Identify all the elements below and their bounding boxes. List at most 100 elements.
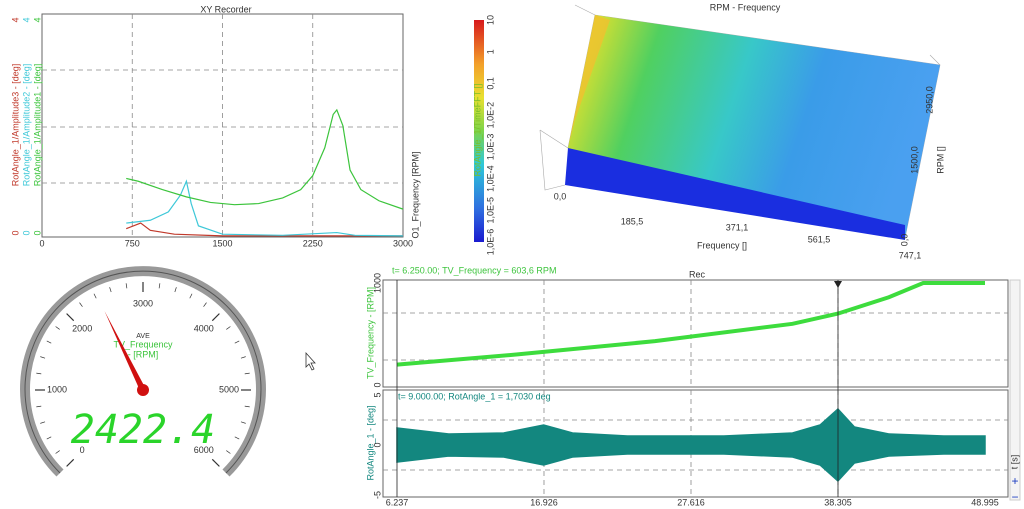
rpm-tick: 1500,0 — [909, 146, 919, 174]
y-tick-label: 0 — [21, 230, 31, 235]
zoom-in[interactable]: + — [1011, 474, 1018, 488]
rec-bottom-cursor: t= 9.000.00; RotAngle_1 = 1,7030 deg — [398, 391, 551, 401]
y-tick-label: 4 — [32, 17, 42, 22]
rec-bottom-label: RotAngle_1 - [deg] — [365, 405, 375, 480]
gauge-tick-label: 5000 — [219, 384, 239, 394]
gauge-minor-tick — [109, 287, 112, 293]
gauge-minor-tick — [174, 287, 177, 293]
gauge-minor-tick — [234, 436, 240, 440]
xy-curve — [126, 108, 404, 210]
freq-tick: 371,1 — [726, 222, 749, 232]
xy-title: XY Recorder — [200, 4, 251, 14]
rec-top-label: TV_Frequency - [RPM] — [365, 287, 375, 379]
y-tick-label: -5 — [372, 491, 382, 499]
gauge-minor-tick — [40, 421, 46, 424]
y-tick-label: 0 — [372, 442, 382, 447]
gauge-unit: - [RPM] — [128, 349, 159, 359]
gauge-minor-tick — [40, 356, 46, 359]
gauge-minor-tick — [55, 450, 60, 454]
colorbar-label: RotAngle_1/TimeFFT [] — [472, 83, 482, 176]
rec-top-cursor: t= 6.250.00; TV_Frequency = 603,6 RPM — [392, 265, 556, 275]
gauge-minor-tick — [244, 405, 250, 408]
rec-scrollbar[interactable] — [1009, 279, 1021, 501]
x-tick-label: 38.305 — [824, 497, 852, 507]
gauge-hub — [137, 384, 149, 396]
gauge-minor-tick — [244, 372, 250, 375]
gauge-major-tick — [211, 458, 220, 467]
colorbar-tick: 0,1 — [485, 77, 495, 90]
colorbar-tick: 1 — [485, 49, 495, 54]
y-tick-label: 5 — [372, 392, 382, 397]
x-tick-label: 1500 — [212, 238, 232, 248]
y-tick-label: 1000 — [372, 273, 382, 293]
x-tick-label: 0 — [39, 238, 44, 248]
gauge-tick-label: 0 — [80, 445, 85, 455]
colorbar-tick: 1,0E-2 — [485, 102, 495, 129]
freq-tick: 0,0 — [554, 191, 567, 201]
x-tick-label: 3000 — [393, 238, 413, 248]
rpm-tick: 2950,0 — [924, 86, 934, 114]
gauge-minor-tick — [240, 356, 246, 359]
gauge-ring-edge — [24, 270, 262, 474]
x-tick-label: 750 — [125, 238, 140, 248]
colorbar — [474, 20, 484, 242]
zoom-out[interactable]: − — [1011, 490, 1018, 504]
gauge-minor-tick — [158, 283, 161, 289]
gauge-major-tick — [211, 313, 220, 322]
gauge-minor-tick — [125, 283, 128, 289]
gauge-tick-label: 3000 — [133, 298, 153, 308]
xy-curve — [126, 179, 404, 237]
frequency-signal — [396, 281, 985, 367]
spectrum-title: RPM - Frequency — [710, 2, 781, 12]
xy-curve — [126, 222, 403, 237]
x-tick-label: 16.926 — [530, 497, 558, 507]
y-axis-label: RotAngle_1/Amplitude2 - [deg] — [21, 64, 31, 187]
spectrum-surface — [568, 15, 940, 238]
gauge-minor-tick — [36, 372, 42, 375]
colorbar-tick: 1,0E-4 — [485, 165, 495, 192]
rec-bottom-frame — [382, 389, 1009, 498]
gauge-minor-tick — [46, 436, 52, 440]
gauge-minor-tick — [79, 302, 83, 307]
gauge-channel: TV_Frequency — [113, 339, 173, 349]
gauge-minor-tick — [36, 405, 42, 408]
y-tick-label: 0 — [372, 382, 382, 387]
rpm-label: RPM [] — [935, 146, 945, 174]
cursor-marker — [834, 281, 842, 288]
rec-top-frame — [382, 279, 1009, 388]
y-tick-label: 0 — [32, 230, 42, 235]
gauge-major-tick — [66, 313, 75, 322]
gauge-minor-tick — [226, 326, 231, 330]
mouse-cursor — [305, 351, 316, 371]
x-tick-label: 48.995 — [971, 497, 999, 507]
freq-tick: 185,5 — [621, 216, 644, 226]
gauge-tick-label: 2000 — [72, 324, 92, 334]
colorbar-tick: 1,0E-5 — [485, 197, 495, 224]
colorbar-tick: 10 — [485, 15, 495, 25]
x-tick-label: 6.237 — [386, 497, 409, 507]
rec-x-label: t [s] — [1009, 455, 1019, 470]
y-tick-label: 4 — [10, 17, 20, 22]
gauge-minor-tick — [226, 450, 231, 454]
gauge-needle — [104, 310, 146, 392]
freq-tick: 561,5 — [808, 234, 831, 244]
gauge-minor-tick — [203, 302, 207, 307]
y-axis-label: RotAngle_1/Amplitude3 - [deg] — [10, 64, 20, 187]
y-axis-label: RotAngle_1/Amplitude1 - [deg] — [32, 64, 42, 187]
rec-title: Rec — [689, 269, 706, 279]
x-tick-label: 27.616 — [677, 497, 705, 507]
gauge-tick-label: 6000 — [194, 445, 214, 455]
spectrum-front — [565, 148, 905, 240]
gauge-mode: AVE — [136, 333, 150, 340]
colorbar-tick: 1,0E-6 — [485, 229, 495, 256]
gauge-tick-label: 1000 — [47, 384, 67, 394]
y-tick-label: 4 — [21, 17, 31, 22]
gauge-minor-tick — [93, 293, 97, 299]
gauge-minor-tick — [46, 340, 52, 344]
xy-right-label: O1_Frequency [RPM] — [410, 151, 420, 238]
colorbar-tick: 1,0E-3 — [485, 134, 495, 161]
gauge-minor-tick — [234, 340, 240, 344]
freq-label: Frequency [] — [697, 240, 747, 250]
rpm-tick: 0,0 — [899, 234, 909, 247]
gauge-major-tick — [66, 458, 75, 467]
